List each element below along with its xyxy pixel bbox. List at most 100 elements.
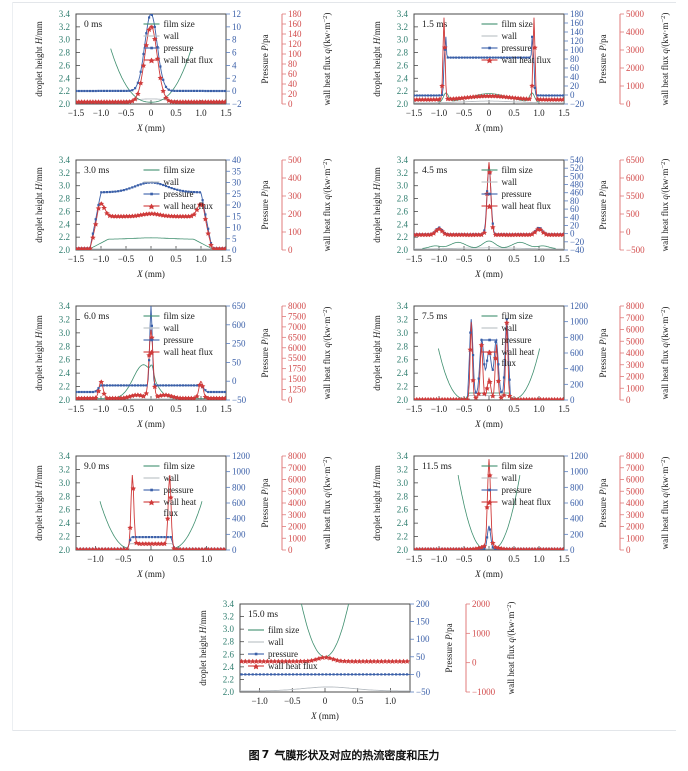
ytick-heatflux: 1750 xyxy=(288,364,307,374)
pressure-marker xyxy=(288,673,291,676)
pressure-marker xyxy=(108,190,111,194)
ytick-heatflux: 200 xyxy=(288,209,302,219)
heat-flux-marker xyxy=(163,95,169,101)
pressure-marker xyxy=(474,391,477,394)
subplot-p5: 3.4 3.2 3.0 2.8 2.6 2.4 2.2 2.0 droplet height H… xyxy=(352,296,682,442)
heat-flux-marker xyxy=(294,658,300,664)
heat-flux-marker xyxy=(98,379,105,385)
ytick-heatflux: 6000 xyxy=(626,173,645,183)
ytick-heatflux: 0 xyxy=(288,395,293,405)
ytick-pressure: 100 xyxy=(570,45,584,55)
ytick-heatflux: 6000 xyxy=(288,343,307,353)
ytick-pressure: 0 xyxy=(232,376,237,386)
film-size-curve xyxy=(457,475,521,549)
pressure-marker xyxy=(198,89,201,92)
xtick: 0 xyxy=(487,554,492,564)
time-label: 3.0 ms xyxy=(84,166,110,176)
y-axis-title: droplet height H/mm xyxy=(372,21,382,97)
pressure-marker xyxy=(136,384,139,387)
heat-flux-marker xyxy=(279,658,285,664)
heat-flux-marker xyxy=(487,472,493,478)
pressure-marker xyxy=(162,384,165,387)
xtick: −1.5 xyxy=(406,108,423,118)
pressure-marker xyxy=(187,89,190,92)
ytick-left: 3.0 xyxy=(59,35,71,45)
ytick-pressure: 200 xyxy=(232,529,246,539)
xtick: 0.5 xyxy=(170,108,182,118)
pressure-marker xyxy=(184,384,187,387)
ytick-heatflux: 8000 xyxy=(288,301,307,311)
heat-flux-marker xyxy=(560,396,564,400)
pressure-marker xyxy=(193,89,196,92)
pressure-marker xyxy=(266,673,269,676)
pressure-marker xyxy=(173,89,176,92)
pressure-marker xyxy=(179,384,182,387)
ytick-pressure: 650 xyxy=(232,301,246,311)
ytick-heatflux: 100 xyxy=(288,227,302,237)
heat-flux-marker xyxy=(140,393,147,399)
ytick-pressure: 50 xyxy=(416,652,426,662)
pressure-marker xyxy=(103,89,106,92)
pressure-marker xyxy=(201,199,204,202)
heat-flux-marker xyxy=(404,658,410,664)
ytick-pressure: 150 xyxy=(416,617,430,627)
pressure-marker xyxy=(215,89,218,93)
heat-flux-marker xyxy=(137,80,144,86)
ytick-pressure: −50 xyxy=(416,687,431,697)
heatflux-axis-title: wall heat flux q/(kw·m−2) xyxy=(506,602,516,695)
pressure-marker xyxy=(295,673,298,676)
pressure-marker xyxy=(125,188,128,191)
ytick-pressure: 4 xyxy=(232,60,237,70)
ytick-pressure: −40 xyxy=(570,245,585,255)
ytick-left: 3.2 xyxy=(397,464,408,474)
ytick-heatflux: 4000 xyxy=(288,498,307,508)
ytick-left: 2.6 xyxy=(397,355,409,365)
heat-flux-marker xyxy=(341,658,348,664)
pressure-marker xyxy=(117,89,120,92)
pressure-marker xyxy=(418,94,421,97)
pressure-marker xyxy=(505,56,508,59)
pressure-marker xyxy=(519,56,522,59)
ytick-heatflux: 0 xyxy=(472,658,477,668)
xtick: 1.5 xyxy=(220,404,232,414)
heat-flux-marker xyxy=(194,99,200,104)
ytick-heatflux: 4000 xyxy=(626,498,645,508)
legend-wall-heat-flux-label: wall heat flux xyxy=(164,55,214,65)
ytick-heatflux: 20 xyxy=(288,89,298,99)
pressure-marker xyxy=(86,89,89,93)
legend-film-size-label: film size xyxy=(164,19,195,29)
xtick: 0 xyxy=(149,108,154,118)
heat-flux-marker xyxy=(194,393,200,399)
pressure-marker xyxy=(336,673,339,676)
ytick-pressure: 20 xyxy=(232,200,242,210)
pressure-marker xyxy=(170,384,173,387)
time-label: 7.5 ms xyxy=(422,312,448,322)
ytick-pressure: −20 xyxy=(570,99,585,109)
pressure-marker xyxy=(190,190,193,194)
pressure-marker xyxy=(441,93,444,96)
pressure-marker xyxy=(157,536,160,539)
pressure-marker xyxy=(545,94,548,97)
pressure-marker xyxy=(207,89,210,93)
time-label: 0 ms xyxy=(84,20,103,30)
heat-flux-marker xyxy=(171,99,178,104)
heat-flux-marker xyxy=(264,658,271,664)
xtick: 1.5 xyxy=(220,108,232,118)
pressure-axis-title: Pressure P/pa xyxy=(260,478,270,527)
ytick-left: 3.4 xyxy=(59,451,71,461)
pressure-marker xyxy=(179,89,182,92)
pressure-marker xyxy=(251,673,254,676)
heat-flux-marker xyxy=(473,395,479,400)
y-axis-title: droplet height H/mm xyxy=(372,315,382,391)
heat-flux-marker xyxy=(222,395,226,400)
pressure-marker xyxy=(170,187,173,190)
pressure-marker xyxy=(343,673,346,676)
xtick: −1.0 xyxy=(251,696,268,706)
ytick-heatflux: 0 xyxy=(626,99,631,109)
pressure-marker xyxy=(483,56,486,59)
heat-flux-marker xyxy=(149,211,155,216)
ytick-left: 2.4 xyxy=(223,662,235,672)
heat-flux-marker xyxy=(501,392,507,398)
heat-flux-marker xyxy=(330,656,337,662)
heat-flux-marker xyxy=(382,658,388,664)
